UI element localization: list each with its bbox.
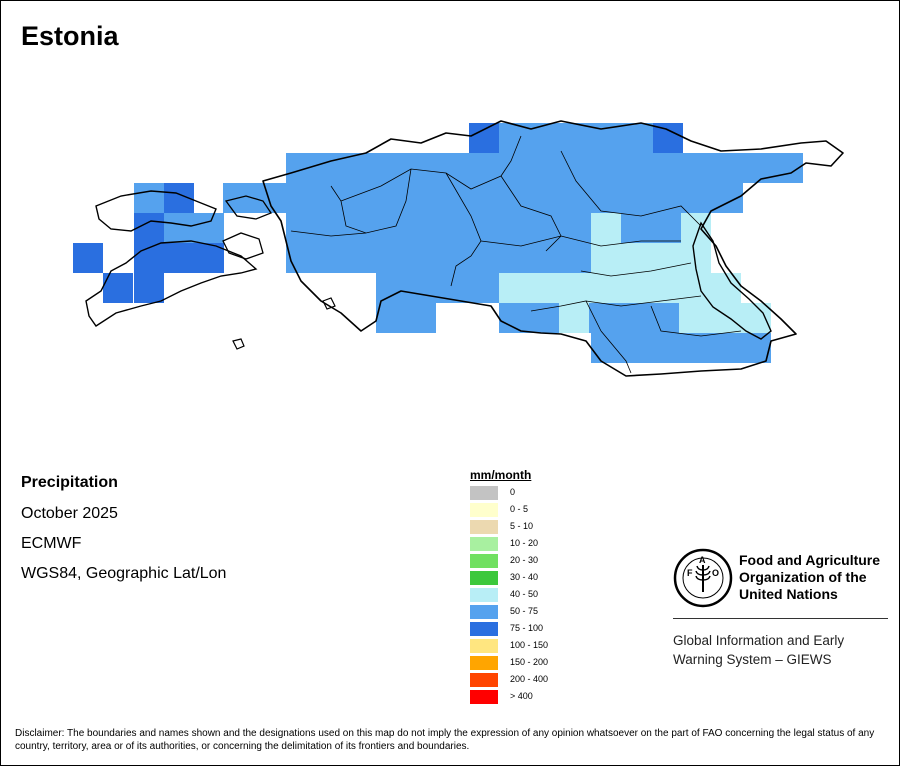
- legend-swatch: [470, 503, 498, 517]
- legend-item: 20 - 30: [470, 553, 610, 570]
- legend-item: > 400: [470, 689, 610, 706]
- legend-swatch: [470, 520, 498, 534]
- legend-item: 40 - 50: [470, 587, 610, 604]
- precipitation-map: [73, 120, 844, 377]
- country-outline: [262, 120, 844, 377]
- organization-name-line1: Food and Agriculture: [739, 552, 881, 568]
- legend-item: 200 - 400: [470, 672, 610, 689]
- legend-label: 150 - 200: [510, 657, 549, 667]
- grid-cell: [653, 123, 683, 153]
- grid-cell: [591, 243, 711, 273]
- grid-cell: [286, 243, 591, 273]
- grid-cell: [286, 183, 743, 213]
- legend-swatch: [470, 690, 498, 704]
- grid-cell: [591, 273, 711, 303]
- grid-cell: [591, 333, 771, 363]
- fao-logo-a: A: [699, 555, 706, 565]
- organization-divider: [673, 618, 888, 619]
- organization-name: Food and Agriculture Organization of the…: [739, 552, 880, 603]
- legend-swatch: [470, 554, 498, 568]
- precipitation-grid: [73, 123, 803, 363]
- legend-item: 100 - 150: [470, 638, 610, 655]
- grid-cell: [591, 213, 621, 243]
- grid-cell: [134, 213, 164, 243]
- legend-swatch: [470, 673, 498, 687]
- legend-label: 0: [510, 487, 516, 497]
- hiiumaa-island: [95, 190, 217, 232]
- muhu-island: [222, 232, 264, 260]
- giews-label: Global Information and Early Warning Sys…: [673, 631, 844, 669]
- legend-item: 0: [470, 485, 610, 502]
- legend-item: 10 - 20: [470, 536, 610, 553]
- grid-cell: [376, 273, 499, 303]
- legend-item: 5 - 10: [470, 519, 610, 536]
- legend-label: 30 - 40: [510, 572, 539, 582]
- lake-peipus: [692, 221, 772, 340]
- grid-cell: [376, 303, 436, 333]
- legend-swatch: [470, 605, 498, 619]
- model-label: ECMWF: [21, 535, 82, 552]
- legend-label: 20 - 30: [510, 555, 539, 565]
- fao-logo-o: O: [712, 568, 719, 578]
- organization-name-line2: Organization of the: [739, 569, 867, 585]
- giews-line1: Global Information and Early: [673, 633, 845, 648]
- legend-label: 50 - 75: [510, 606, 539, 616]
- organization-name-line3: United Nations: [739, 586, 838, 602]
- grid-cell: [286, 213, 591, 243]
- grid-cell: [134, 243, 224, 273]
- legend-swatch: [470, 639, 498, 653]
- vormsi-island: [224, 195, 272, 220]
- disclaimer: Disclaimer: The boundaries and names sho…: [15, 728, 875, 752]
- grid-cell: [469, 123, 499, 153]
- product-label: Precipitation: [21, 474, 118, 491]
- legend-label: 5 - 10: [510, 521, 534, 531]
- legend-swatch: [470, 656, 498, 670]
- legend-item: 75 - 100: [470, 621, 610, 638]
- fao-logo-f: F: [687, 568, 693, 578]
- legend-swatch: [470, 622, 498, 636]
- legend-item: 30 - 40: [470, 570, 610, 587]
- county-boundaries: [290, 135, 742, 374]
- map-title: Estonia: [21, 21, 119, 51]
- period-label: October 2025: [21, 505, 118, 522]
- legend-label: 40 - 50: [510, 589, 539, 599]
- grid-cell: [134, 273, 164, 303]
- legend-label: 200 - 400: [510, 674, 549, 684]
- grid-cell: [286, 153, 803, 183]
- legend-label: 0 - 5: [510, 504, 529, 514]
- legend-label: 10 - 20: [510, 538, 539, 548]
- legend-item: 0 - 5: [470, 502, 610, 519]
- legend-swatch: [470, 537, 498, 551]
- fao-logo: F A O: [673, 548, 733, 608]
- legend-label: 75 - 100: [510, 623, 544, 633]
- kihnu-island: [322, 297, 336, 310]
- legend-rows: 0 0 - 5 5 - 10 10 - 20 20 - 30 30 - 40 40 - 50…: [470, 485, 610, 706]
- grid-cell: [621, 213, 681, 243]
- legend-swatch: [470, 571, 498, 585]
- legend-swatch: [470, 588, 498, 602]
- saaremaa-island: [85, 240, 258, 327]
- grid-cell: [679, 303, 771, 333]
- legend-swatch: [470, 486, 498, 500]
- giews-line2: Warning System – GIEWS: [673, 652, 832, 667]
- legend-label: 100 - 150: [510, 640, 549, 650]
- grid-cell: [499, 123, 653, 153]
- grid-cell: [164, 213, 224, 243]
- grid-cell: [589, 303, 679, 333]
- legend: mm/month 0 0 - 5 5 - 10 10 - 20 20 - 30 30 - …: [470, 468, 610, 706]
- legend-item: 50 - 75: [470, 604, 610, 621]
- legend-item: 150 - 200: [470, 655, 610, 672]
- ruhnu-island: [232, 338, 245, 350]
- grid-cell: [559, 303, 589, 333]
- legend-title: mm/month: [470, 468, 532, 482]
- grid-cell: [499, 273, 591, 303]
- projection-label: WGS84, Geographic Lat/Lon: [21, 565, 227, 582]
- grid-cell: [73, 243, 103, 273]
- legend-label: > 400: [510, 691, 533, 701]
